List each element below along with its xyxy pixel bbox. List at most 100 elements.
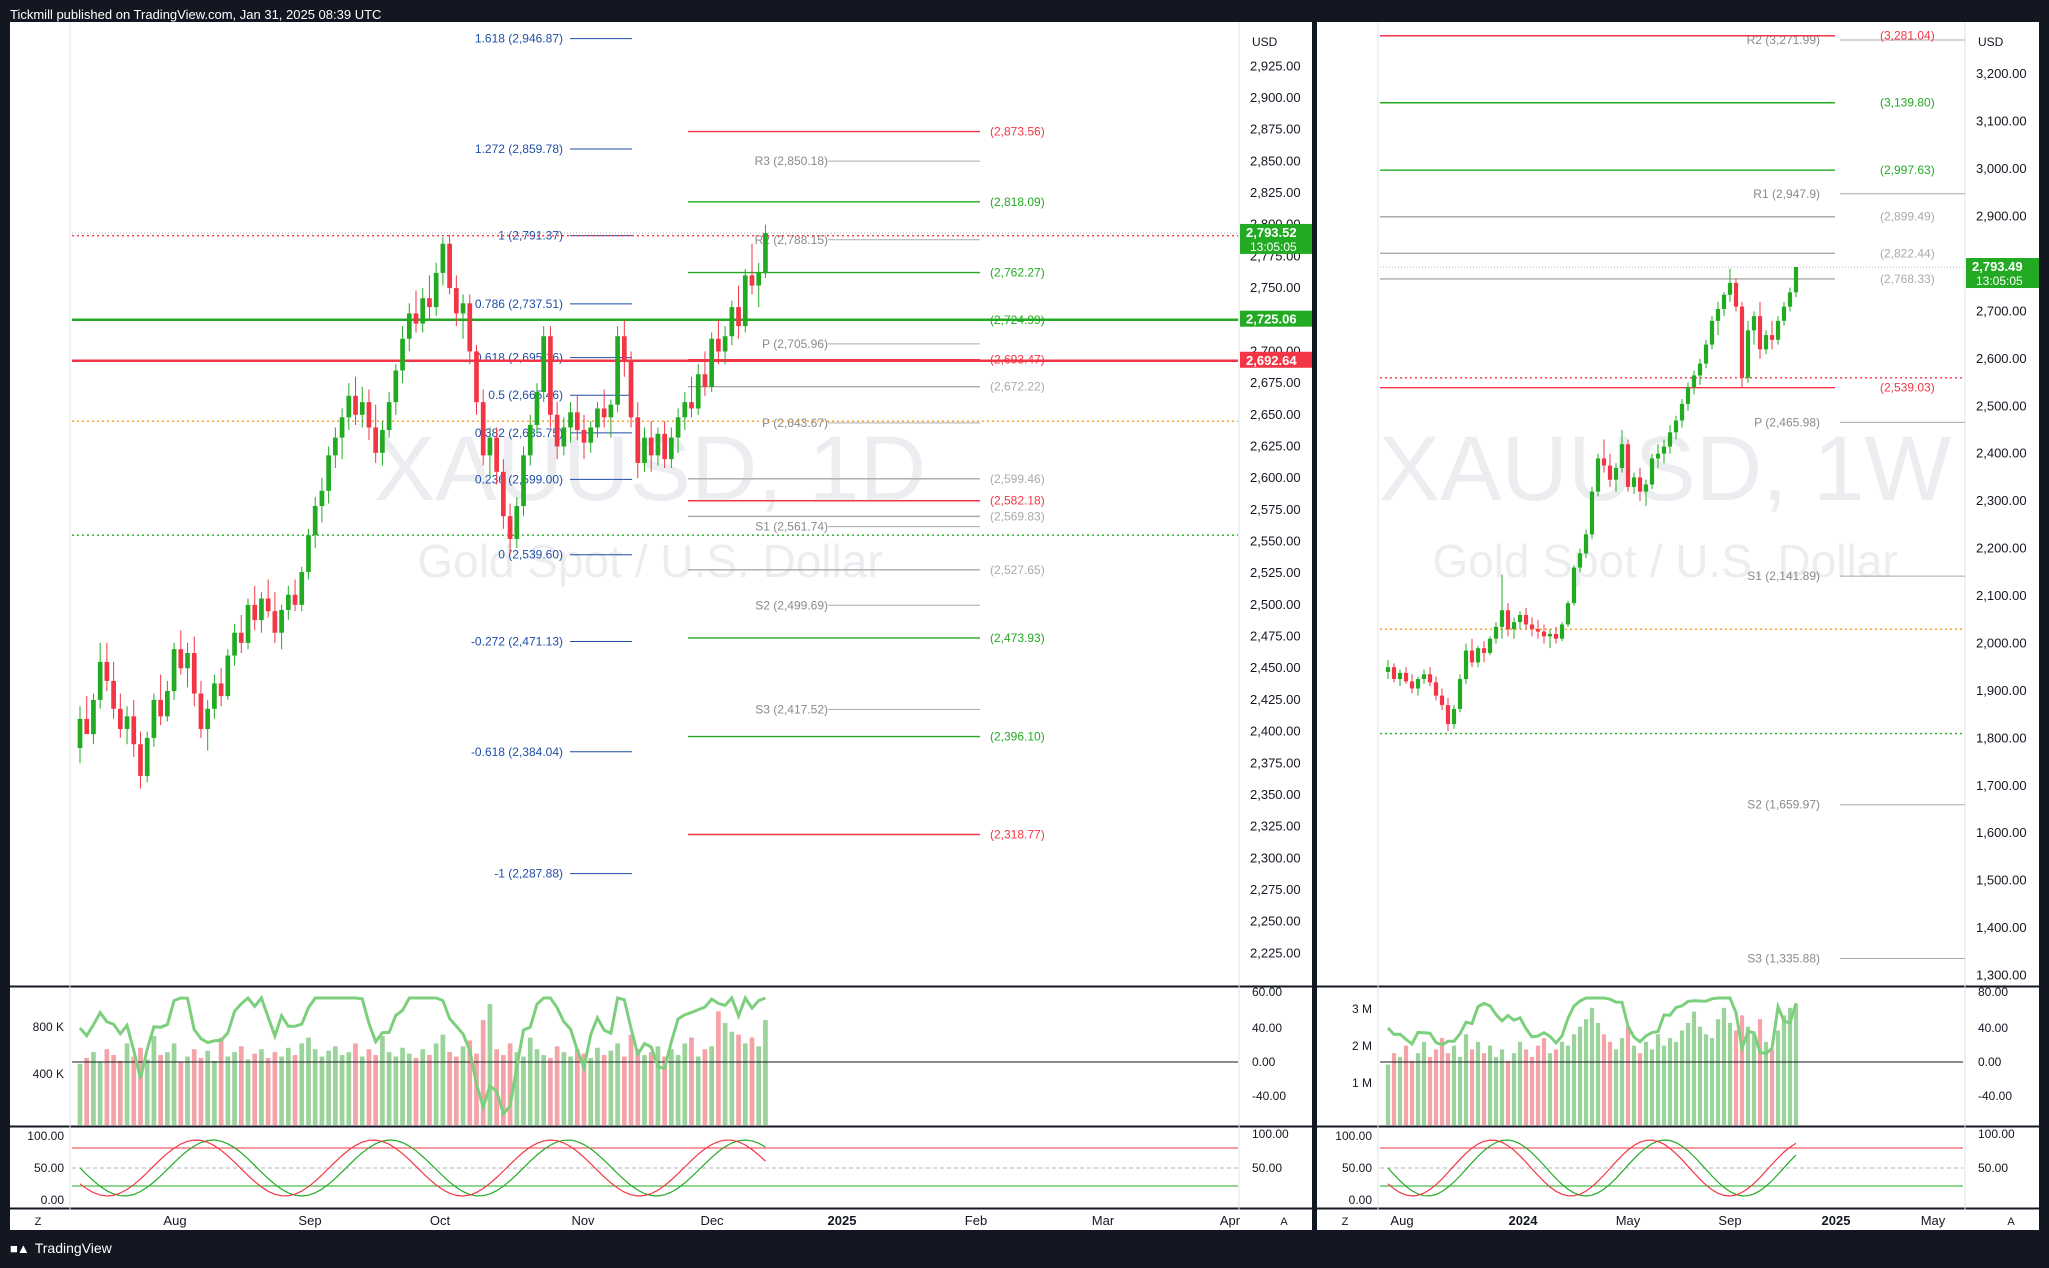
volume-bar (353, 1043, 358, 1125)
candle-body (198, 693, 204, 730)
candle-body (722, 336, 728, 352)
candle-body (1511, 622, 1517, 630)
candle-body (218, 683, 224, 697)
oscillator-axis-label: -40.00 (1978, 1089, 2012, 1103)
zoom-icon: Z (1342, 1216, 1349, 1228)
y-tick-label: 2,525.00 (1250, 565, 1301, 580)
candle-body (1547, 633, 1553, 637)
target-label: (2,822.44) (1880, 246, 1935, 260)
y-tick-label: 2,450.00 (1250, 660, 1301, 675)
volume-bar (1517, 1041, 1523, 1125)
volume-bar (655, 1046, 661, 1125)
oscillator-axis-label: 60.00 (1252, 985, 1282, 999)
candle-body (1637, 477, 1643, 492)
volume-bar (447, 1052, 452, 1125)
target-label: (2,818.09) (990, 195, 1045, 209)
target-label: (3,281.04) (1880, 29, 1935, 43)
volume-bar (1697, 1026, 1703, 1125)
candle-body (1781, 306, 1787, 321)
y-tick-label: 2,425.00 (1250, 692, 1301, 707)
volume-bar (1703, 1034, 1709, 1125)
y-tick-label: 2,825.00 (1250, 185, 1301, 200)
volume-bar (366, 1049, 372, 1125)
volume-bar (534, 1049, 540, 1125)
currency-label: USD (1252, 35, 1278, 49)
volume-bar (117, 1060, 123, 1125)
candle-body (527, 424, 533, 456)
fib-level-label: -0.618 (2,384.04) (471, 745, 563, 759)
footer-brand[interactable]: ■▲ TradingView (10, 1240, 112, 1256)
x-tick-label: Nov (571, 1213, 595, 1228)
candle-body (1769, 335, 1775, 340)
target-label: (2,762.27) (990, 266, 1045, 280)
volume-bar (1391, 1053, 1397, 1125)
target-label: (2,997.63) (1880, 163, 1935, 177)
candle-body (373, 427, 379, 453)
candle-body (1763, 335, 1769, 350)
candle-body (232, 632, 237, 656)
volume-bar (1409, 1060, 1415, 1125)
candle-body (621, 336, 627, 362)
candle-body (1583, 534, 1589, 554)
candle-body (1403, 672, 1409, 682)
volume-bar (507, 1043, 513, 1125)
candle-body (1517, 614, 1523, 623)
candle-body (1535, 629, 1541, 632)
volume-oscillator-line (1386, 996, 1798, 1056)
volume-bar (709, 1046, 715, 1125)
candle-body (480, 402, 486, 456)
x-tick-label: May (1616, 1213, 1641, 1228)
oscillator-axis-label: -40.00 (1252, 1089, 1286, 1103)
candle-body (386, 402, 392, 431)
candle-body (1751, 316, 1757, 331)
candle-body (1775, 320, 1781, 340)
y-tick-label: 2,875.00 (1250, 122, 1301, 137)
candle-body (1529, 624, 1535, 630)
fib-level-label: -1 (2,287.88) (494, 867, 563, 881)
candle-body (1625, 444, 1631, 487)
pane-background (10, 22, 1312, 1230)
candle-body (548, 336, 553, 415)
y-tick-label: 1,400.00 (1976, 920, 2027, 935)
y-tick-label: 2,600.00 (1976, 351, 2027, 366)
volume-bar (1415, 1053, 1421, 1125)
volume-bar (1403, 1045, 1409, 1125)
candle-body (279, 609, 284, 633)
target-label: (2,582.18) (990, 494, 1045, 508)
candle-body (205, 708, 211, 730)
candle-body (265, 598, 271, 612)
stoch-right-axis-label: 100.00 (1252, 1127, 1289, 1141)
x-tick-label: Feb (965, 1213, 987, 1228)
volume-bar (265, 1057, 271, 1125)
candle-body (131, 716, 137, 745)
chart-pane-d[interactable]: XAUUSD, 1D Gold Spot / U.S. Dollar USD 2,92… (10, 22, 1312, 1230)
candle-body (339, 417, 345, 438)
volume-bar (185, 1056, 190, 1125)
volume-bar (306, 1037, 311, 1125)
price-badge-countdown: 13:05:05 (1976, 274, 2023, 288)
volume-bar (1721, 1007, 1727, 1125)
volume-bar (1565, 1045, 1571, 1125)
y-tick-label: 2,500.00 (1250, 597, 1301, 612)
volume-bar (1613, 1049, 1619, 1125)
volume-bar (259, 1049, 264, 1125)
chart-pane-1w[interactable]: XAUUSD, 1W Gold Spot / U.S. Dollar USD 3,20… (1317, 22, 2039, 1230)
volume-bar (1553, 1049, 1559, 1125)
fib-level-label: 1.272 (2,859.78) (475, 142, 563, 156)
x-tick-label: Oct (430, 1213, 451, 1228)
candle-body (1613, 467, 1619, 480)
candle-body (736, 307, 741, 327)
y-tick-label: 2,200.00 (1976, 541, 2027, 556)
y-tick-label: 2,350.00 (1250, 787, 1301, 802)
candle-body (427, 298, 432, 308)
candle-body (400, 338, 405, 371)
candle-body (1709, 320, 1715, 345)
candle-body (104, 661, 110, 681)
volume-bar (252, 1053, 258, 1125)
candle-body (1685, 387, 1691, 404)
volume-bar (1421, 1041, 1427, 1125)
watermark-name: Gold Spot / U.S. Dollar (417, 535, 882, 587)
candle-body (1673, 420, 1679, 433)
y-tick-label: 2,750.00 (1250, 280, 1301, 295)
